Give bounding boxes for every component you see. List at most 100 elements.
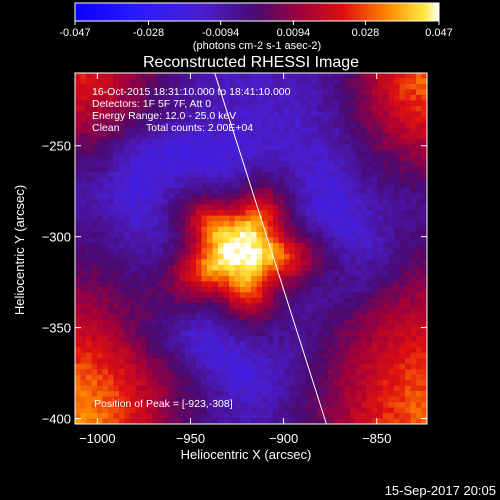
heatmap-cell — [75, 210, 82, 217]
heatmap-cell — [339, 336, 346, 343]
heatmap-cell — [157, 210, 164, 217]
heatmap-cell — [97, 116, 104, 123]
heatmap-cell — [102, 253, 109, 261]
heatmap-cell — [416, 297, 423, 304]
heatmap-cell — [344, 138, 351, 145]
heatmap-cell — [102, 407, 109, 414]
heatmap-cell — [317, 89, 324, 96]
heatmap-cell — [416, 83, 423, 91]
heatmap-cell — [328, 248, 335, 255]
heatmap-cell — [366, 347, 373, 354]
heatmap-cell — [273, 336, 280, 343]
heatmap-cell — [190, 177, 197, 184]
heatmap-cell — [245, 352, 252, 359]
heatmap-cell — [86, 127, 93, 134]
heatmap-cell — [289, 418, 296, 424]
heatmap-cell — [130, 166, 137, 173]
heatmap-cell — [168, 275, 175, 282]
heatmap-cell — [141, 171, 148, 178]
heatmap-cell — [119, 171, 126, 178]
heatmap-cell — [410, 270, 417, 277]
heatmap-cell — [152, 303, 159, 310]
heatmap-cell — [350, 73, 357, 80]
heatmap-cell — [421, 275, 427, 282]
heatmap-cell — [361, 363, 368, 370]
heatmap-cell — [141, 221, 148, 228]
heatmap-cell — [311, 292, 318, 299]
heatmap-cell — [141, 133, 148, 140]
heatmap-cell — [394, 358, 401, 365]
heatmap-cell — [405, 418, 412, 424]
heatmap-cell — [262, 78, 269, 85]
heatmap-cell — [97, 264, 104, 272]
heatmap-cell — [284, 155, 291, 162]
heatmap-cell — [179, 402, 186, 409]
heatmap-cell — [201, 292, 208, 299]
heatmap-cell — [97, 336, 104, 343]
heatmap-cell — [306, 270, 313, 277]
heatmap-cell — [399, 341, 406, 348]
heatmap-cell — [130, 127, 137, 134]
heatmap-cell — [102, 314, 109, 321]
heatmap-cell — [355, 83, 362, 91]
heatmap-cell — [416, 286, 423, 293]
heatmap-cell — [394, 275, 401, 282]
heatmap-cell — [185, 292, 192, 299]
heatmap-cell — [212, 402, 219, 409]
heatmap-cell — [212, 314, 219, 321]
heatmap-cell — [256, 188, 263, 195]
heatmap-cell — [97, 402, 104, 409]
heatmap-cell — [240, 297, 247, 304]
heatmap-cell — [421, 380, 427, 387]
heatmap-cell — [372, 116, 379, 123]
heatmap-cell — [190, 292, 197, 299]
heatmap-cell — [339, 133, 346, 140]
heatmap-cell — [295, 243, 302, 250]
heatmap-cell — [218, 380, 225, 387]
heatmap-cell — [245, 330, 252, 337]
heatmap-cell — [399, 314, 406, 321]
heatmap-cell — [168, 193, 175, 200]
heatmap-cell — [196, 341, 203, 348]
heatmap-cell — [119, 303, 126, 310]
heatmap-cell — [135, 297, 142, 304]
heatmap-cell — [333, 155, 340, 162]
heatmap-cell — [152, 319, 159, 326]
heatmap-cell — [361, 204, 368, 211]
heatmap-cell — [152, 210, 159, 217]
heatmap-cell — [185, 155, 192, 162]
heatmap-cell — [163, 193, 170, 200]
heatmap-cell — [146, 226, 153, 233]
heatmap-cell — [388, 210, 395, 217]
heatmap-cell — [190, 341, 197, 348]
heatmap-cell — [256, 330, 263, 337]
heatmap-cell — [91, 116, 98, 123]
heatmap-cell — [350, 83, 357, 91]
heatmap-cell — [421, 391, 427, 398]
heatmap-cell — [328, 396, 335, 403]
heatmap-cell — [245, 325, 252, 332]
heatmap-cell — [245, 171, 252, 178]
heatmap-cell — [86, 210, 93, 217]
heatmap-cell — [311, 248, 318, 255]
heatmap-cell — [333, 89, 340, 96]
colorbar-tick-label: -0.0094 — [202, 27, 239, 39]
heatmap-cell — [300, 330, 307, 337]
heatmap-cell — [284, 122, 291, 129]
heatmap-cell — [273, 204, 280, 211]
heatmap-cell — [267, 330, 274, 337]
heatmap-cell — [157, 396, 164, 403]
heatmap-cell — [130, 259, 137, 266]
heatmap-cell — [196, 116, 203, 123]
heatmap-cell — [141, 286, 148, 293]
heatmap-cell — [108, 402, 115, 409]
heatmap-cell — [240, 237, 247, 244]
heatmap-cell — [135, 94, 142, 102]
heatmap-cell — [212, 363, 219, 370]
heatmap-cell — [300, 215, 307, 222]
heatmap-cell — [245, 166, 252, 173]
heatmap-cell — [383, 111, 390, 118]
heatmap-cell — [306, 83, 313, 91]
heatmap-cell — [416, 314, 423, 321]
heatmap-cell — [163, 292, 170, 299]
